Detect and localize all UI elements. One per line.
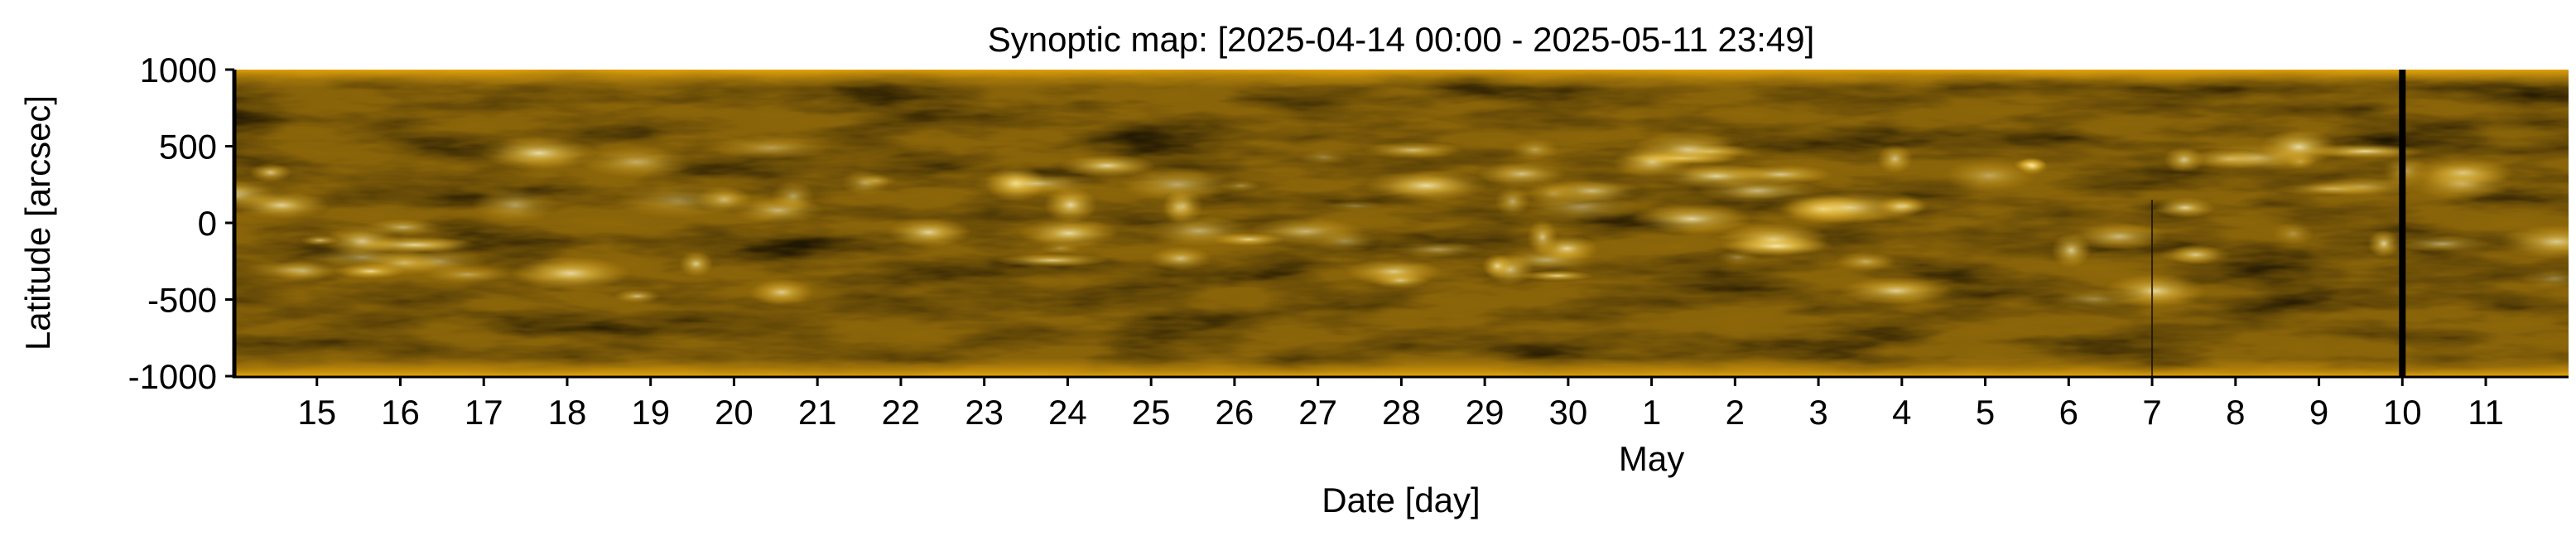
x-tick-label: 5 [1976, 393, 1995, 432]
x-tick-label: 21 [798, 393, 837, 432]
x-tick-label: 19 [631, 393, 670, 432]
x-tick-label: 2 [1726, 393, 1745, 432]
y-tick-label: -1000 [128, 357, 217, 396]
x-tick-label: 26 [1216, 393, 1254, 432]
x-tick-label: 28 [1382, 393, 1421, 432]
plot-area [234, 70, 2569, 376]
x-tick-label: 4 [1892, 393, 1911, 432]
x-tick-label: 15 [297, 393, 336, 432]
x-tick-label: 17 [465, 393, 503, 432]
y-tick-label: 1000 [140, 51, 217, 89]
x-tick-label: 24 [1048, 393, 1087, 432]
x-tick-label: 30 [1549, 393, 1588, 432]
x-tick-label: 25 [1132, 393, 1171, 432]
y-tick-label: 0 [198, 204, 217, 243]
data-gaps [2151, 70, 2406, 376]
x-axis-label: Date [day] [1322, 481, 1480, 519]
y-axis-label: Latitude [arcsec] [18, 95, 57, 350]
x-tick-label: 27 [1298, 393, 1337, 432]
chart-title: Synoptic map: [2025-04-14 00:00 - 2025-0… [988, 20, 1815, 59]
x-tick-label: 11 [2468, 393, 2504, 432]
limb-band [234, 70, 2569, 376]
y-tick-label: 500 [159, 128, 217, 167]
x-axis-ticks: 15 16 17 18 19 20 21 22 23 24 25 26 27 28 29 30 1 2 3 4 5 6 7 8… [297, 377, 2504, 432]
x-tick-label: 8 [2226, 393, 2245, 432]
x-tick-label: 29 [1466, 393, 1505, 432]
x-tick-label: 9 [2309, 393, 2328, 432]
x-tick-label: 18 [548, 393, 587, 432]
data-gap-line [2399, 70, 2406, 376]
x-tick-label: 20 [715, 393, 754, 432]
month-label: May [1619, 439, 1684, 478]
x-tick-label: 23 [965, 393, 1004, 432]
x-tick-label: 3 [1808, 393, 1827, 432]
x-tick-label: 6 [2059, 393, 2078, 432]
x-tick-label: 22 [882, 393, 921, 432]
x-tick-label: 16 [381, 393, 420, 432]
y-tick-label: -500 [147, 281, 217, 320]
x-tick-label: 7 [2142, 393, 2161, 432]
y-axis-ticks: 1000 500 0 -500 -1000 [128, 51, 234, 396]
x-tick-label: 1 [1642, 393, 1661, 432]
x-tick-label: 10 [2383, 393, 2422, 432]
